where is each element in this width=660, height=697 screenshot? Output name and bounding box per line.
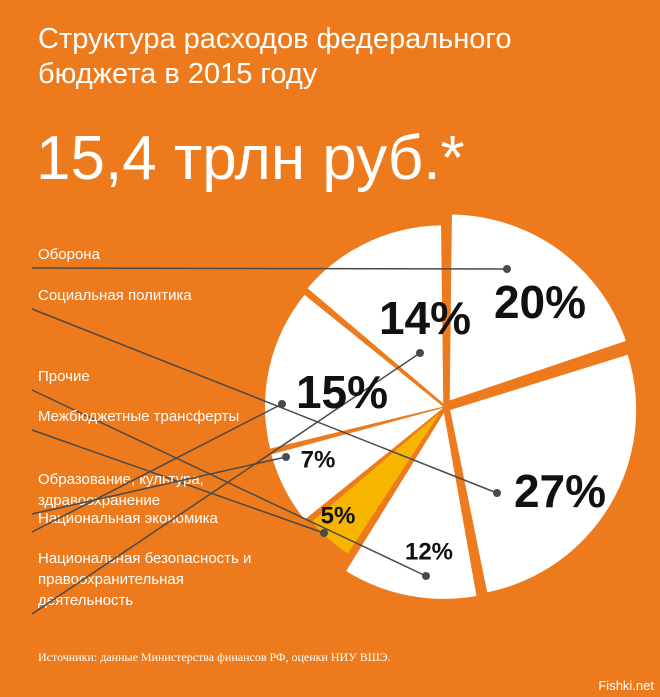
pie-slice: [265, 294, 444, 449]
pie-slice: [271, 407, 444, 520]
pie-slices: [265, 214, 637, 599]
category-label: Социальная политика: [38, 287, 192, 304]
watermark: Fishki.net: [598, 678, 654, 693]
pie-slice: [449, 214, 626, 401]
pie-slice: [307, 225, 444, 404]
leader-dot: [278, 400, 286, 408]
source-note: Источники: данные Министерства финансов …: [38, 650, 391, 664]
leader-line: [31, 456, 287, 515]
leader-dot: [493, 489, 501, 497]
leader-line: [31, 403, 283, 533]
percent-label: 7%: [301, 446, 336, 473]
leader-dot: [422, 572, 430, 580]
pie-slice: [346, 412, 477, 599]
budget-total: 15,4 трлн руб.*: [36, 124, 465, 193]
category-label: Национальная экономика: [38, 510, 219, 527]
category-label: Национальная безопасность и правоохраните…: [38, 550, 251, 609]
percent-label: 12%: [405, 538, 453, 565]
leader-dot: [320, 529, 328, 537]
leader-line: [31, 267, 508, 270]
percent-label: 20%: [494, 276, 586, 328]
percent-label: 5%: [321, 502, 356, 529]
leader-dot: [503, 265, 511, 273]
percent-label: 15%: [296, 366, 388, 418]
leader-line: [31, 352, 421, 615]
percent-label: 14%: [379, 292, 471, 344]
leader-dot: [282, 453, 290, 461]
leader-dot: [416, 349, 424, 357]
category-label: Прочие: [38, 368, 90, 385]
category-label: Межбюджетные трансферты: [38, 408, 239, 425]
category-label: Образование, культура, здравоохранение: [38, 471, 204, 509]
chart-title: Структура расходов федерального бюджета …: [38, 23, 512, 90]
pie-slice: [450, 354, 637, 593]
leader-line: [31, 308, 498, 494]
leader-line: [31, 389, 427, 577]
percent-label: 27%: [514, 465, 606, 517]
pie-slice: [311, 413, 440, 554]
category-label: Оборона: [38, 246, 101, 263]
